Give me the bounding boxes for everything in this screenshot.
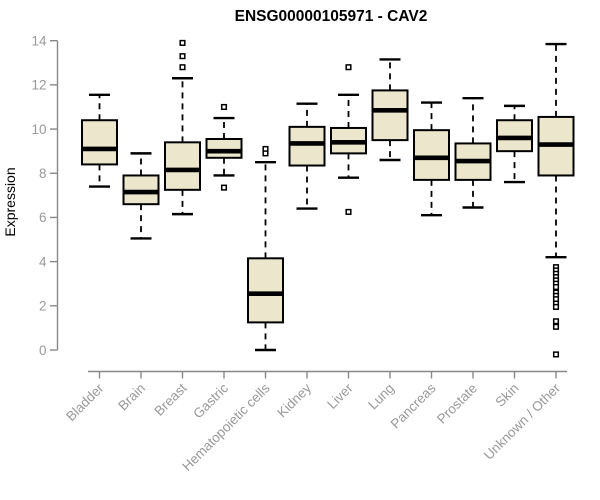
iqr-box [81,119,118,166]
outlier-point [552,323,560,330]
boxplot-skin [496,104,533,184]
boxplot-brain [122,152,160,240]
iqr-box [205,138,243,159]
x-axis-label-bladder: Bladder [63,380,107,424]
y-tick-label: 8 [39,166,47,181]
outlier-point [345,64,352,71]
y-tick-label: 14 [31,34,47,49]
iqr-box [164,141,201,191]
outlier-point [179,39,186,46]
outlier-point [552,283,560,291]
y-tick-label: 2 [39,299,47,314]
iqr-box [288,125,326,167]
boxplot-unknown-other [537,42,575,358]
x-axis-label-gastric: Gastric [190,380,231,421]
iqr-box [413,129,450,181]
y-tick-label: 12 [31,78,46,93]
boxplot-kidney [288,102,326,210]
x-axis-label-kidney: Kidney [274,380,314,420]
chart-title: ENSG00000105971 - CAV2 [235,8,428,25]
outlier-point [220,103,228,111]
boxplot-hematopoietic-cells [247,145,284,352]
y-tick-label: 0 [39,343,47,358]
y-tick-label: 6 [39,210,47,225]
boxplot-bladder [81,93,118,188]
x-axis-label-unknown-other: Unknown / Other [481,380,564,463]
x-axis-label-brain: Brain [115,381,148,414]
boxplot-liver [330,64,367,215]
x-axis-label-skin: Skin [492,381,521,410]
x-axis-label-breast: Breast [151,380,189,418]
outlier-point [262,150,269,157]
outlier-point [552,351,560,358]
y-tick-label: 4 [39,254,47,269]
boxplot-gastric [205,103,243,191]
outlier-point [552,318,560,325]
iqr-box [371,89,409,142]
boxplot-prostate [454,96,492,209]
y-axis-label: Expression [2,167,18,236]
outlier-point [220,184,228,191]
outlier-point [552,303,560,310]
iqr-box [247,257,284,324]
outlier-point [179,53,186,60]
x-axis-label-liver: Liver [324,380,356,412]
x-axis-label-lung: Lung [365,381,397,413]
boxplot-lung [371,58,409,162]
x-axis-label-prostate: Prostate [434,381,480,427]
y-tick-label: 10 [31,122,46,137]
boxplot-groups [81,39,575,358]
boxplot-breast [164,39,201,216]
outlier-point [345,208,352,215]
x-axis-label-pancreas: Pancreas [388,380,439,431]
boxplot-pancreas [413,101,450,217]
outlier-point [179,64,186,71]
